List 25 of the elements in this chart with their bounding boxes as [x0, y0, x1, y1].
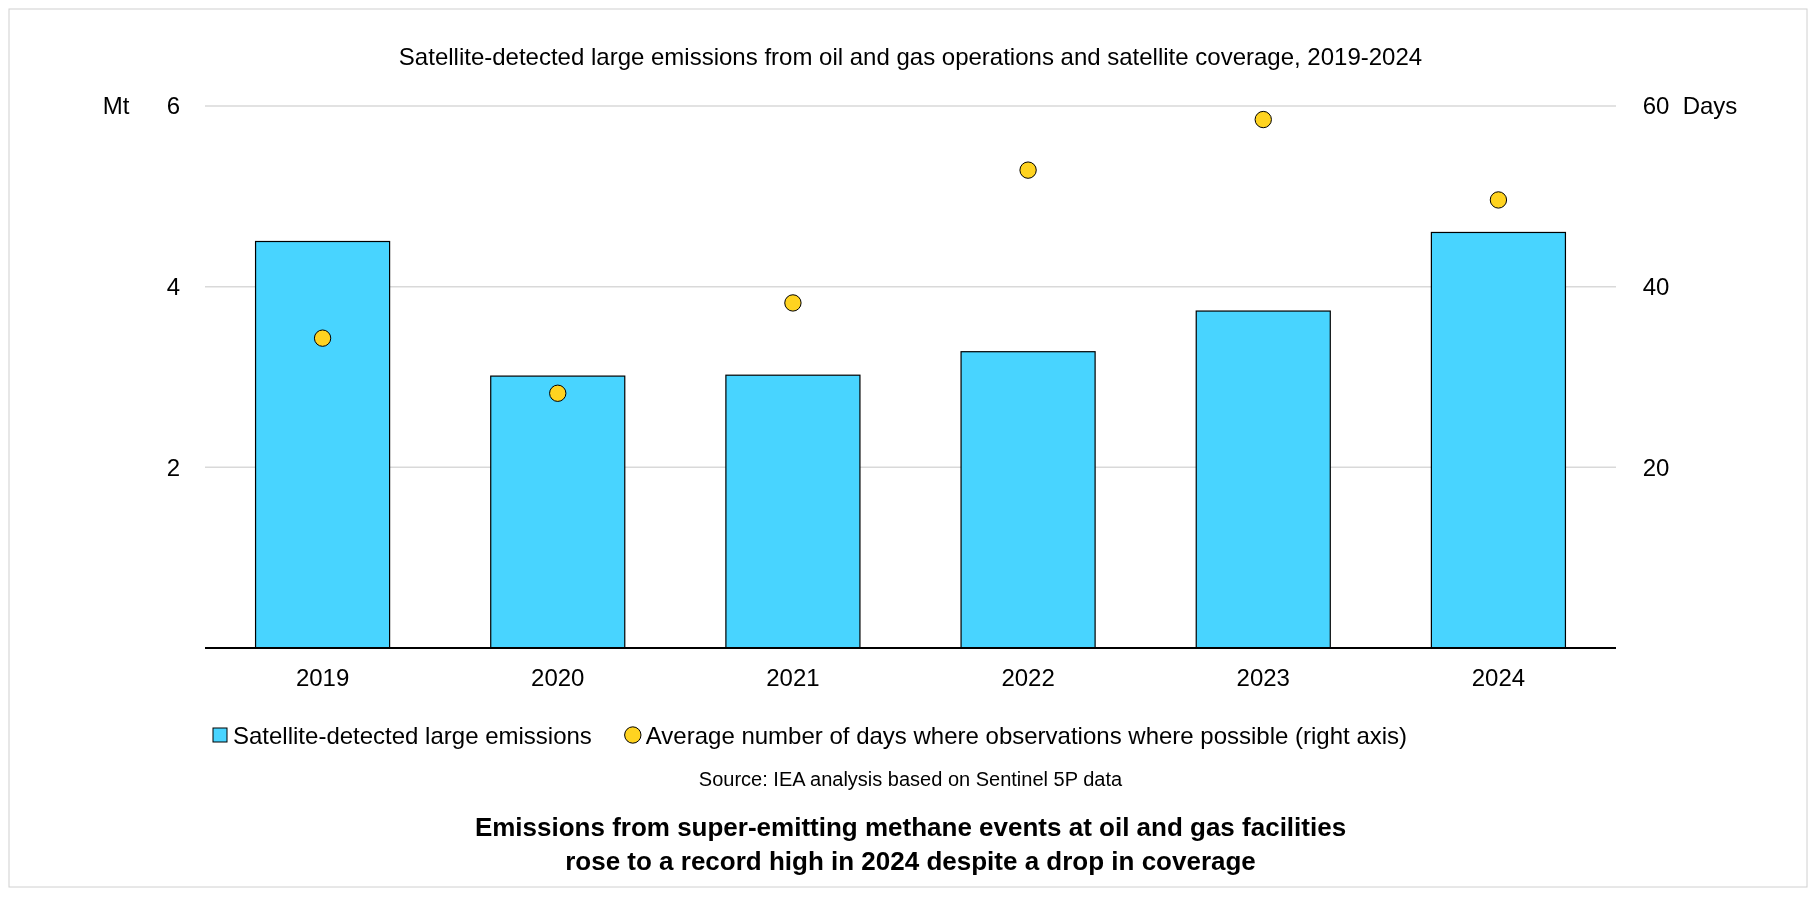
x-tick-label: 2019 [295, 664, 350, 691]
y2-tick-label: 20 [1642, 453, 1670, 481]
y2-tick-label: 60 [1642, 92, 1670, 120]
y2-axis-title: Days [1682, 92, 1738, 120]
chart-title: Satellite-detected large emissions from oil and gas operations and satellite coverage, 2019-2024 [398, 43, 1423, 70]
x-tick-label: 2021 [766, 664, 820, 691]
x-tick-label: 2020 [531, 664, 585, 691]
x-tick-label: 2023 [1236, 664, 1290, 691]
text: Emissions from super-emitting methane events at oil and gas facilities rose to a record high in 2024 despite a drop in coverage [474, 812, 1347, 876]
y-tick-label: 6 [166, 92, 180, 120]
y-axis-title: Mt [102, 92, 130, 120]
y2-tick-label: 40 [1642, 273, 1670, 301]
point [313, 329, 332, 347]
y-tick-label: 2 [166, 453, 180, 481]
point [1489, 191, 1508, 209]
source-note: Source: IEA analysis based on Sentinel 5P data [698, 768, 1123, 790]
legend-label: Average number of days where observations where possible (right axis) [645, 722, 1408, 750]
point [1019, 161, 1037, 179]
x-tick-label: 2024 [1471, 664, 1526, 691]
point [1254, 110, 1272, 129]
point [784, 294, 802, 312]
y-tick-label: 4 [166, 273, 180, 301]
legend-label: Satellite-detected large emissions [233, 722, 592, 750]
point [549, 384, 567, 402]
x-tick-label: 2022 [1001, 664, 1055, 691]
